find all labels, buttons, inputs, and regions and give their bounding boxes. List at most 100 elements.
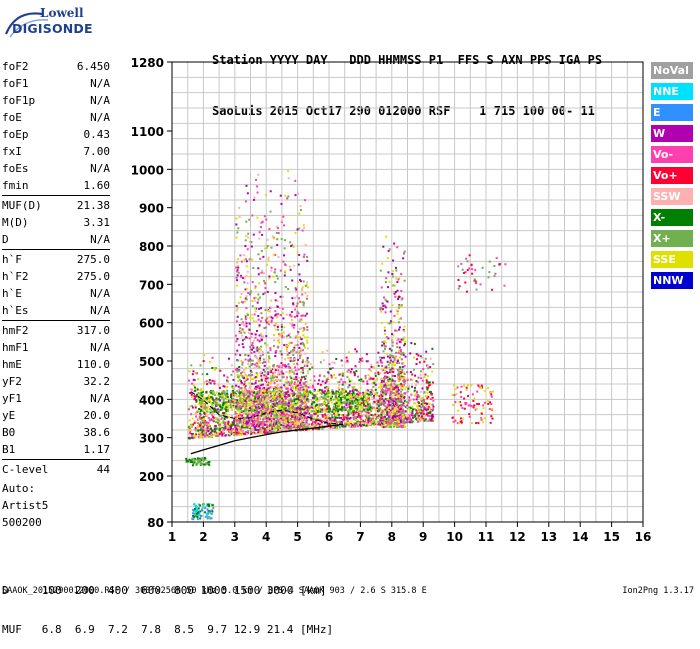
echo-point xyxy=(303,302,305,304)
echo-point xyxy=(313,401,315,403)
echo-point xyxy=(259,416,261,418)
echo-point xyxy=(303,227,305,229)
echo-point xyxy=(261,397,263,399)
echo-point xyxy=(281,336,283,338)
echo-point xyxy=(350,412,352,414)
echo-point xyxy=(302,359,304,361)
echo-point xyxy=(284,274,286,276)
echo-point xyxy=(319,375,321,377)
echo-point xyxy=(343,425,345,427)
echo-point xyxy=(425,351,427,353)
echo-point xyxy=(337,397,339,399)
echo-point xyxy=(330,413,332,415)
echo-point xyxy=(223,413,225,415)
echo-point xyxy=(243,404,245,406)
echo-point xyxy=(253,403,255,405)
echo-point xyxy=(430,358,432,360)
echo-point xyxy=(432,400,434,402)
echo-point xyxy=(338,414,340,416)
echo-point xyxy=(274,401,276,403)
echo-point xyxy=(276,402,278,404)
echo-point xyxy=(283,254,285,256)
echo-point xyxy=(241,404,243,406)
echo-point xyxy=(224,393,226,395)
echo-point xyxy=(339,426,341,428)
echo-point xyxy=(371,366,373,368)
echo-point xyxy=(348,351,350,353)
echo-point xyxy=(234,424,236,426)
echo-point xyxy=(217,428,219,430)
echo-point xyxy=(432,414,434,416)
echo-point xyxy=(230,374,232,376)
echo-point xyxy=(416,353,418,355)
echo-point xyxy=(327,371,329,373)
echo-point xyxy=(285,366,287,368)
echo-point xyxy=(367,409,369,411)
echo-point xyxy=(258,411,260,413)
echo-point xyxy=(401,369,403,371)
echo-point xyxy=(225,413,227,415)
echo-point xyxy=(247,233,249,235)
echo-point xyxy=(247,430,249,432)
echo-point xyxy=(260,371,262,373)
echo-point xyxy=(355,417,357,419)
echo-point xyxy=(302,367,304,369)
echo-point xyxy=(193,398,195,400)
echo-point xyxy=(289,423,291,425)
echo-point xyxy=(289,333,291,335)
echo-point xyxy=(410,394,412,396)
echo-point xyxy=(241,423,243,425)
echo-point xyxy=(286,402,288,404)
echo-point xyxy=(367,422,369,424)
echo-point xyxy=(207,424,209,426)
echo-point xyxy=(244,301,246,303)
echo-point xyxy=(312,424,314,426)
echo-point xyxy=(206,380,208,382)
echo-point xyxy=(241,293,243,295)
echo-point xyxy=(293,371,295,373)
echo-point xyxy=(251,374,253,376)
echo-point xyxy=(198,408,200,410)
echo-point xyxy=(243,383,245,385)
echo-point xyxy=(297,251,299,253)
echo-point xyxy=(379,372,381,374)
echo-point xyxy=(283,417,285,419)
echo-point xyxy=(296,398,298,400)
echo-point xyxy=(286,429,288,431)
echo-point xyxy=(420,406,422,408)
echo-point xyxy=(193,395,195,397)
echo-point xyxy=(278,414,280,416)
echo-point xyxy=(273,334,275,336)
echo-point xyxy=(394,359,396,361)
echo-point xyxy=(355,370,357,372)
echo-point xyxy=(243,369,245,371)
echo-point xyxy=(284,239,286,241)
echo-point xyxy=(366,383,368,385)
echo-point xyxy=(270,409,272,411)
echo-point xyxy=(303,382,305,384)
echo-point xyxy=(360,413,362,415)
echo-point xyxy=(361,360,363,362)
echo-point xyxy=(212,419,214,421)
echo-point xyxy=(409,419,411,421)
echo-point xyxy=(366,360,368,362)
echo-point xyxy=(254,287,256,289)
echo-point xyxy=(328,407,330,409)
echo-point xyxy=(258,253,260,255)
echo-point xyxy=(290,360,292,362)
echo-point xyxy=(267,394,269,396)
echo-point xyxy=(251,215,253,217)
echo-point xyxy=(321,389,323,391)
echo-point xyxy=(273,339,275,341)
echo-point xyxy=(422,400,424,402)
echo-point xyxy=(256,386,258,388)
echo-point xyxy=(310,386,312,388)
echo-point xyxy=(269,315,271,317)
echo-point xyxy=(365,390,367,392)
echo-point xyxy=(300,209,302,211)
echo-point xyxy=(248,400,250,402)
echo-point xyxy=(257,192,259,194)
echo-point xyxy=(302,369,304,371)
echo-point xyxy=(338,401,340,403)
echo-point xyxy=(342,381,344,383)
